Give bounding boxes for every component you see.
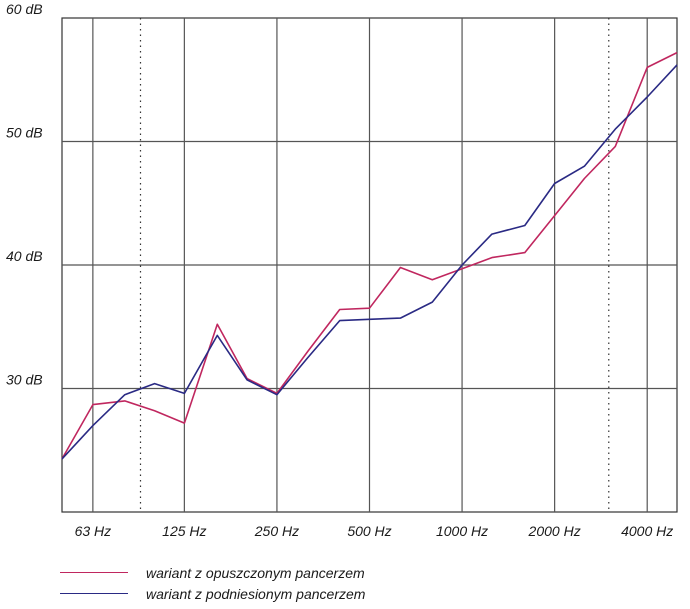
- tick-labels: 63 Hz 125 Hz 250 Hz 500 Hz 1000 Hz 2000 Hz 400…: [6, 1, 673, 539]
- legend-swatch-lowered: [60, 572, 128, 573]
- series-line-1: [61, 64, 678, 460]
- x-tick-label: 4000 Hz: [621, 523, 673, 539]
- x-tick-label: 125 Hz: [162, 523, 206, 539]
- legend: wariant z opuszczonym pancerzem wariant …: [60, 562, 660, 604]
- legend-label-lowered: wariant z opuszczonym pancerzem: [146, 564, 365, 581]
- legend-item-raised: wariant z podniesionym pancerzem: [60, 583, 660, 604]
- series-line-0: [61, 51, 678, 460]
- x-tick-label: 250 Hz: [254, 523, 299, 539]
- y-tick-label: 60 dB: [6, 1, 43, 17]
- series-lines: [61, 51, 678, 460]
- y-tick-label: 40 dB: [6, 248, 43, 264]
- legend-label-raised: wariant z podniesionym pancerzem: [146, 585, 366, 602]
- grid: [62, 18, 677, 512]
- x-tick-label: 1000 Hz: [436, 523, 488, 539]
- y-tick-label: 30 dB: [6, 372, 43, 388]
- x-tick-label: 2000 Hz: [528, 523, 581, 539]
- y-tick-label: 50 dB: [6, 125, 43, 141]
- legend-item-lowered: wariant z opuszczonym pancerzem: [60, 562, 660, 583]
- legend-swatch-raised: [60, 593, 128, 594]
- x-tick-label: 63 Hz: [75, 523, 112, 539]
- x-tick-label: 500 Hz: [347, 523, 391, 539]
